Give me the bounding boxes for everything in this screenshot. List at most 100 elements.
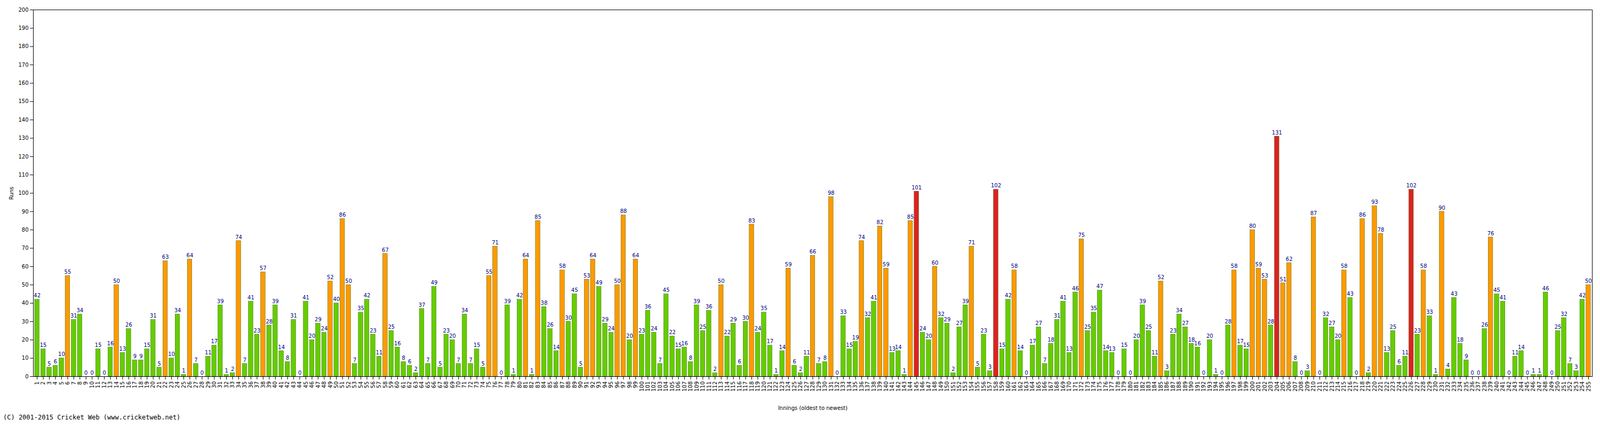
svg-text:6: 6 [737,358,741,365]
svg-text:225: 225 [1402,381,1408,392]
svg-text:15: 15 [473,341,481,348]
svg-text:26: 26 [186,381,193,389]
svg-text:236: 236 [1469,381,1476,392]
svg-text:237: 237 [1475,381,1482,392]
svg-text:0: 0 [1549,369,1554,376]
svg-text:1: 1 [34,381,40,385]
svg-text:36: 36 [644,303,652,310]
svg-text:167: 167 [1048,381,1054,392]
svg-text:42: 42 [1579,292,1587,299]
svg-text:215: 215 [1340,381,1347,392]
svg-text:30: 30 [742,314,750,321]
svg-text:32: 32 [223,381,230,389]
svg-text:83: 83 [534,381,541,389]
svg-text:179: 179 [1121,381,1127,392]
svg-text:11: 11 [376,349,383,356]
svg-text:26: 26 [546,321,554,328]
svg-text:70: 70 [455,381,462,389]
svg-text:158: 158 [993,381,999,392]
svg-text:45: 45 [662,286,670,293]
svg-text:108: 108 [687,381,694,392]
svg-text:229: 229 [1426,381,1433,392]
svg-text:219: 219 [1365,381,1372,392]
svg-text:15: 15 [845,341,853,348]
svg-text:163: 163 [1023,381,1030,392]
svg-text:189: 189 [1182,381,1189,392]
svg-text:20: 20 [1334,332,1342,339]
svg-text:85: 85 [534,213,542,220]
svg-text:39: 39 [217,298,224,304]
svg-text:64: 64 [632,252,640,259]
svg-text:39: 39 [272,298,279,304]
svg-text:64: 64 [418,381,425,389]
svg-text:17: 17 [766,338,774,344]
svg-text:26: 26 [1481,321,1488,328]
svg-text:23: 23 [638,327,646,334]
svg-text:168: 168 [1053,381,1060,392]
svg-text:0: 0 [835,369,839,376]
svg-text:253: 253 [1573,381,1580,392]
svg-text:65: 65 [425,381,431,389]
svg-text:88: 88 [620,208,628,214]
svg-text:14: 14 [1517,344,1525,350]
svg-text:121: 121 [766,381,773,392]
svg-text:13: 13 [119,345,127,352]
svg-text:13: 13 [1383,345,1391,352]
svg-text:76: 76 [492,381,499,389]
svg-text:67: 67 [381,246,389,253]
svg-text:33: 33 [1426,308,1434,315]
svg-text:11: 11 [1512,349,1519,356]
svg-text:186: 186 [1163,381,1170,392]
svg-text:25: 25 [1554,323,1562,330]
svg-text:7: 7 [70,381,77,385]
svg-text:1: 1 [1214,367,1218,374]
svg-text:60: 60 [21,263,29,270]
svg-text:200: 200 [18,6,29,13]
svg-text:1: 1 [774,367,778,374]
svg-text:248: 248 [1542,381,1549,392]
svg-text:198: 198 [1237,381,1244,392]
svg-text:24: 24 [321,325,328,332]
svg-text:188: 188 [1176,381,1182,392]
svg-text:29: 29 [601,316,609,323]
svg-text:172: 172 [1078,381,1085,392]
svg-text:98: 98 [827,189,835,196]
svg-text:170: 170 [1066,381,1072,392]
svg-text:34: 34 [1176,307,1183,314]
svg-text:1: 1 [902,367,907,374]
svg-text:209: 209 [1304,381,1311,392]
svg-text:15: 15 [1243,341,1251,348]
svg-text:35: 35 [760,305,768,311]
svg-text:162: 162 [1017,381,1024,392]
svg-text:33: 33 [840,308,847,315]
svg-text:71: 71 [491,239,499,246]
svg-text:202: 202 [1261,381,1268,392]
svg-text:50: 50 [613,277,621,284]
svg-text:252: 252 [1566,381,1573,392]
svg-text:23: 23 [1413,327,1421,334]
svg-text:2: 2 [40,381,46,385]
svg-text:130: 130 [18,134,29,141]
svg-text:55: 55 [363,381,370,389]
svg-text:140: 140 [18,116,29,123]
svg-text:58: 58 [1420,262,1428,269]
svg-text:28: 28 [1224,318,1232,325]
svg-text:6: 6 [64,381,71,385]
svg-text:50: 50 [21,281,29,288]
svg-text:147: 147 [925,381,932,392]
svg-text:23: 23 [980,327,988,334]
svg-text:7: 7 [457,356,461,363]
svg-text:146: 146 [919,381,926,392]
svg-text:139: 139 [876,381,883,392]
svg-text:205: 205 [1280,381,1286,392]
svg-text:41: 41 [302,294,310,301]
svg-text:64: 64 [589,252,597,259]
svg-text:16: 16 [394,340,402,347]
svg-text:0: 0 [298,369,302,376]
svg-text:203: 203 [1267,381,1274,392]
svg-text:51: 51 [1279,276,1287,283]
svg-text:86: 86 [553,381,559,389]
svg-text:14: 14 [778,344,786,350]
svg-text:123: 123 [779,381,786,392]
svg-text:153: 153 [962,381,968,392]
